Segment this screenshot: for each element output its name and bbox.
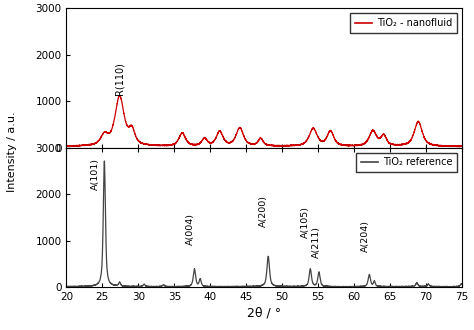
Text: A(204): A(204) (361, 220, 370, 252)
Text: Intensity / a.u.: Intensity / a.u. (7, 112, 17, 192)
Text: A(004): A(004) (186, 213, 195, 245)
X-axis label: 2θ / °: 2θ / ° (247, 306, 281, 319)
Text: A(211): A(211) (312, 226, 321, 258)
Text: R(110): R(110) (115, 62, 125, 95)
Legend: TiO₂ - nanofluid: TiO₂ - nanofluid (350, 13, 457, 33)
Legend: TiO₂ reference: TiO₂ reference (356, 152, 457, 172)
Text: A(200): A(200) (259, 195, 268, 227)
Text: A(101): A(101) (91, 157, 100, 189)
Text: A(105): A(105) (301, 206, 310, 238)
